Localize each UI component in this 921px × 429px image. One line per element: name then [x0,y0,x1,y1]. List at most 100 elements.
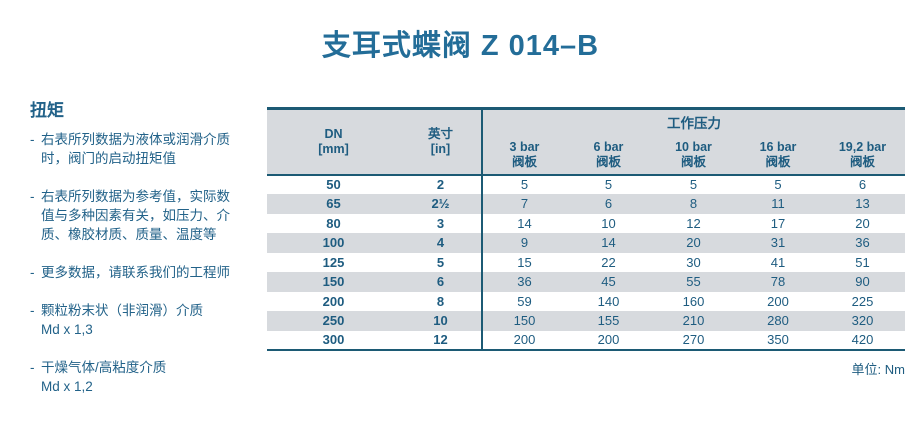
table-row: 200 8 59 140 160 200 225 [267,291,905,311]
inch-value: 6 [436,274,445,290]
torque-value: 150 [481,311,566,331]
dn-value: 200 [322,293,345,309]
col-header-10bar: 10 bar 阀板 [651,136,736,175]
table-row: 125 5 15 22 30 41 51 [267,252,905,272]
dn-value: 150 [322,274,345,290]
unit-note: 单位: Nm [851,362,905,377]
dn-value: 300 [322,332,345,348]
note-item: - 右表所列数据为参考值，实际数 值与多种因素有关，如压力、介 质、橡胶材质、质… [30,187,268,244]
dn-value: 250 [322,313,345,329]
torque-value: 45 [601,274,616,290]
note-text: 右表所列数据为参考值，实际数 值与多种因素有关，如压力、介 质、橡胶材质、质量、… [41,189,230,242]
inch-value: 8 [436,293,445,309]
torque-value: 9 [481,233,566,253]
col-header-6bar: 6 bar 阀板 [566,136,651,175]
torque-value: 51 [855,254,870,270]
torque-value: 14 [481,213,566,233]
torque-value: 20 [855,215,870,231]
torque-value: 225 [851,293,874,309]
table-row: 300 12 200 200 270 350 420 [267,330,905,350]
torque-value: 20 [686,235,701,251]
torque-value: 41 [770,254,786,270]
table-row: 150 6 36 45 55 78 90 [267,272,905,292]
torque-value: 13 [855,196,870,212]
torque-value: 5 [481,174,566,194]
torque-value: 420 [851,332,874,348]
note-item: - 更多数据，请联系我们的工程师 [30,263,268,282]
note-text: 干燥气体/高粘度介质 Md x 1,2 [41,360,167,394]
torque-value: 17 [770,215,786,231]
torque-value: 280 [767,313,789,329]
torque-value: 210 [682,313,705,329]
note-text: 右表所列数据为液体或润滑介质 时，阀门的启动扭矩值 [41,132,230,166]
inch-value: 12 [433,332,448,348]
torque-value: 160 [682,293,705,309]
col-header-inch: 英寸 [in] [400,108,482,175]
col-group-working-pressure: 工作压力 [481,108,905,137]
inch-value: 4 [436,235,445,251]
torque-value: 11 [771,196,785,212]
torque-value: 78 [770,274,786,290]
col-header-16bar: 16 bar 阀板 [736,136,820,175]
table-row: 65 2½ 7 6 8 11 13 [267,194,905,214]
torque-table: DN [mm] 英寸 [in] 工作压力 3 bar 阀板 6 bar 阀板 10 ba… [267,107,905,351]
table-row: 100 4 9 14 20 31 36 [267,233,905,253]
torque-value: 14 [601,235,616,251]
torque-value: 155 [597,313,620,329]
table-row: 50 2 5 5 5 5 6 [267,174,905,194]
note-item: - 颗粒粉末状（非润滑）介质 Md x 1,3 [30,301,268,339]
note-bullet: - [30,265,35,280]
dn-value: 125 [322,254,345,270]
col-header-3bar: 3 bar 阀板 [481,136,566,175]
note-bullet: - [30,360,35,375]
table-row: 80 3 14 10 12 17 20 [267,213,905,233]
torque-value: 8 [689,196,698,212]
torque-value: 7 [481,194,566,214]
inch-value: 3 [436,215,445,231]
note-bullet: - [30,132,35,147]
inch-value: 10 [433,313,448,329]
torque-table-section: DN [mm] 英寸 [in] 工作压力 3 bar 阀板 6 bar 阀板 10 ba… [267,107,905,351]
dn-value: 80 [326,215,341,231]
note-item: - 干燥气体/高粘度介质 Md x 1,2 [30,358,268,396]
torque-value: 36 [481,272,566,292]
torque-notes-panel: 扭矩 - 右表所列数据为液体或润滑介质 时，阀门的启动扭矩值 - 右表所列数据为… [30,96,268,415]
inch-value: 2 [436,177,445,193]
dn-value: 100 [322,235,345,251]
torque-value: 36 [855,235,870,251]
torque-value: 10 [601,215,616,231]
torque-value: 6 [858,177,867,193]
torque-value: 200 [597,332,620,348]
torque-value: 55 [686,274,701,290]
torque-value: 31 [770,235,786,251]
note-text: 更多数据，请联系我们的工程师 [41,265,230,280]
torque-value: 59 [481,291,566,311]
torque-value: 90 [855,274,870,290]
note-text: 颗粒粉末状（非润滑）介质 Md x 1,3 [41,303,203,337]
torque-value: 22 [601,254,616,270]
torque-value: 320 [851,313,874,329]
dn-value: 65 [326,196,341,212]
inch-value: 2½ [431,196,450,212]
col-header-19-2bar: 19,2 bar 阀板 [820,136,905,175]
torque-value: 270 [682,332,705,348]
torque-value: 15 [481,252,566,272]
torque-value: 12 [686,215,701,231]
note-bullet: - [30,303,35,318]
page-title: 支耳式蝶阀 Z 014–B [321,30,600,62]
torque-heading: 扭矩 [30,101,64,120]
inch-value: 5 [436,254,445,270]
torque-value: 350 [767,332,789,348]
dn-value: 50 [326,177,341,193]
table-row: 250 10 150 155 210 280 320 [267,311,905,331]
torque-value: 6 [604,196,613,212]
note-bullet: - [30,189,35,204]
note-item: - 右表所列数据为液体或润滑介质 时，阀门的启动扭矩值 [30,130,268,168]
col-header-dn: DN [mm] [267,108,400,175]
torque-value: 30 [686,254,701,270]
torque-value: 140 [597,293,620,309]
torque-value: 5 [774,177,782,193]
torque-value: 5 [604,177,613,193]
torque-value: 200 [767,293,789,309]
torque-value: 5 [689,177,698,193]
